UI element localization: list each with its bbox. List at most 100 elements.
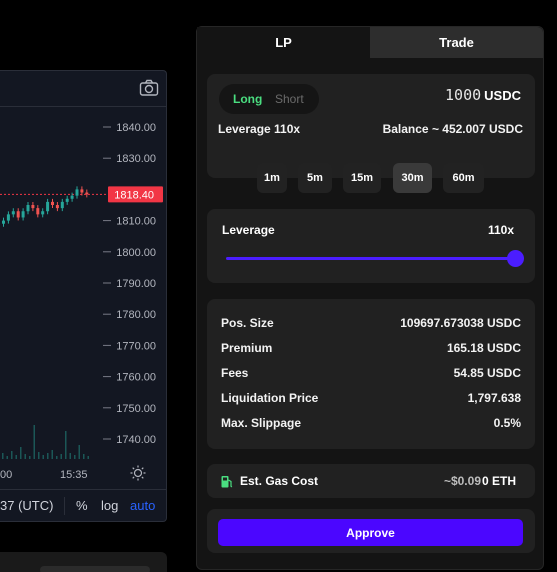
gas-pump-icon xyxy=(221,476,233,488)
chart-canvas[interactable]: 1840.00 1830.00 1810.00 1800.00 1790.00 1780.… xyxy=(0,107,167,491)
order-card: Long Short 1000 USDC Leverage 110x Balanc… xyxy=(207,74,535,178)
timezone-label[interactable]: 37 (UTC) xyxy=(0,498,54,513)
position-info-card: Pos. Size 109697.673038 USDC Premium 165… xyxy=(207,299,535,449)
chart-toolbar xyxy=(0,71,166,107)
percent-scale-toggle[interactable]: % xyxy=(76,498,88,513)
approve-card: Approve xyxy=(207,509,535,553)
timeframe-1m-button[interactable]: 1m xyxy=(257,163,287,193)
log-scale-toggle[interactable]: log xyxy=(101,498,119,513)
info-key: Liquidation Price xyxy=(221,391,319,405)
volume-bar xyxy=(24,454,26,459)
info-row-pos-size: Pos. Size 109697.673038 USDC xyxy=(221,316,521,334)
info-value: 0.5% xyxy=(493,416,521,430)
candle-body xyxy=(6,214,10,221)
candle-body xyxy=(31,205,35,209)
info-row-fees: Fees 54.85 USDC xyxy=(221,366,521,384)
info-row-liquidation-price: Liquidation Price 1,797.638 xyxy=(221,391,521,409)
leverage-label: Leverage xyxy=(222,223,275,237)
price-tick-label: 1750.00 xyxy=(116,403,156,415)
leverage-slider-thumb[interactable] xyxy=(507,250,524,267)
candle-body xyxy=(41,211,45,215)
timeframe-60m-button[interactable]: 60m xyxy=(443,163,484,193)
price-tick-label: 1790.00 xyxy=(116,278,156,290)
trade-panel: LP Trade Long Short 1000 USDC Leverage 11… xyxy=(196,26,544,570)
candle-body xyxy=(60,201,64,209)
candle-body xyxy=(70,195,74,199)
time-label: 00 xyxy=(0,469,12,481)
price-chart-panel[interactable]: 1840.00 1830.00 1810.00 1800.00 1790.00 1780.… xyxy=(0,70,167,522)
info-key: Max. Slippage xyxy=(221,416,302,430)
volume-bar xyxy=(42,455,44,459)
candle-body xyxy=(16,211,20,218)
bottom-panel-edge xyxy=(0,552,167,572)
short-option[interactable]: Short xyxy=(275,92,304,106)
candle-body xyxy=(75,189,79,196)
price-tick-label: 1780.00 xyxy=(116,309,156,321)
gas-eth-value: 0 ETH xyxy=(481,474,516,488)
price-tick-label: 1840.00 xyxy=(116,122,156,134)
volume-bar xyxy=(38,452,40,459)
price-tick-label: 1770.00 xyxy=(116,340,156,352)
timeframe-30m-button[interactable]: 30m xyxy=(393,163,432,193)
volume-bar xyxy=(74,455,76,459)
candle-body xyxy=(85,192,89,195)
camera-icon[interactable] xyxy=(139,79,159,97)
tab-trade[interactable]: Trade xyxy=(370,27,543,58)
info-value: 54.85 USDC xyxy=(453,366,521,380)
info-key: Premium xyxy=(221,341,273,355)
timeframe-5m-button[interactable]: 5m xyxy=(298,163,332,193)
price-tick-label: 1800.00 xyxy=(116,247,156,259)
gas-cost-card: Est. Gas Cost ~$0.09 0 ETH xyxy=(207,464,535,498)
volume-bar xyxy=(60,454,62,459)
volume-bar xyxy=(87,456,89,459)
mode-tabs: LP Trade xyxy=(197,27,543,58)
timeframe-15m-button[interactable]: 15m xyxy=(343,163,381,193)
time-label: 15:35 xyxy=(60,469,88,481)
bottom-panel-control xyxy=(40,566,150,572)
info-value: 165.18 USDC xyxy=(446,341,521,355)
volume-bar xyxy=(33,425,35,459)
tab-lp[interactable]: LP xyxy=(197,27,370,58)
info-row-premium: Premium 165.18 USDC xyxy=(221,341,521,359)
gas-usd-value: ~$0.09 xyxy=(443,474,481,488)
price-tick-label: 1740.00 xyxy=(116,434,156,446)
long-short-toggle[interactable]: Long Short xyxy=(219,84,319,114)
info-key: Fees xyxy=(221,366,249,380)
info-key: Pos. Size xyxy=(221,316,274,330)
info-row-max-slippage: Max. Slippage 0.5% xyxy=(221,416,521,434)
candle-body xyxy=(21,211,25,218)
volume-bar xyxy=(2,453,4,459)
approve-button[interactable]: Approve xyxy=(218,519,523,546)
volume-bar xyxy=(20,447,22,459)
candle-body xyxy=(26,205,30,212)
amount-value[interactable]: 1000 xyxy=(445,86,482,104)
candle-body xyxy=(55,205,59,209)
volume-bar xyxy=(78,445,80,459)
volume-bar xyxy=(47,453,49,459)
candle-body xyxy=(46,201,50,212)
volume-bar xyxy=(11,451,13,459)
leverage-value: 110x xyxy=(487,223,514,237)
price-tick-label: 1830.00 xyxy=(116,153,156,165)
volume-bar xyxy=(29,456,31,459)
candle-body xyxy=(11,211,15,215)
volume-bar xyxy=(65,431,67,459)
volume-bar xyxy=(15,455,17,459)
volume-bar xyxy=(69,453,71,459)
amount-unit: USDC xyxy=(484,88,521,103)
amount-input[interactable]: 1000 USDC xyxy=(445,86,521,104)
long-option[interactable]: Long xyxy=(233,92,263,106)
price-tick-label: 1810.00 xyxy=(116,216,156,228)
auto-scale-toggle[interactable]: auto xyxy=(130,498,156,513)
candle-body xyxy=(36,208,40,215)
balance-text: Balance ~ 452.007 USDC xyxy=(382,122,523,136)
leverage-slider-track[interactable] xyxy=(226,257,516,260)
info-value: 109697.673038 USDC xyxy=(400,316,521,330)
candle-body xyxy=(51,201,54,205)
gas-label: Est. Gas Cost xyxy=(240,474,319,488)
settings-sun-icon[interactable] xyxy=(130,465,146,481)
info-value: 1,797.638 xyxy=(467,391,521,405)
volume-bar xyxy=(6,456,8,459)
leverage-summary: Leverage 110x xyxy=(218,122,301,136)
